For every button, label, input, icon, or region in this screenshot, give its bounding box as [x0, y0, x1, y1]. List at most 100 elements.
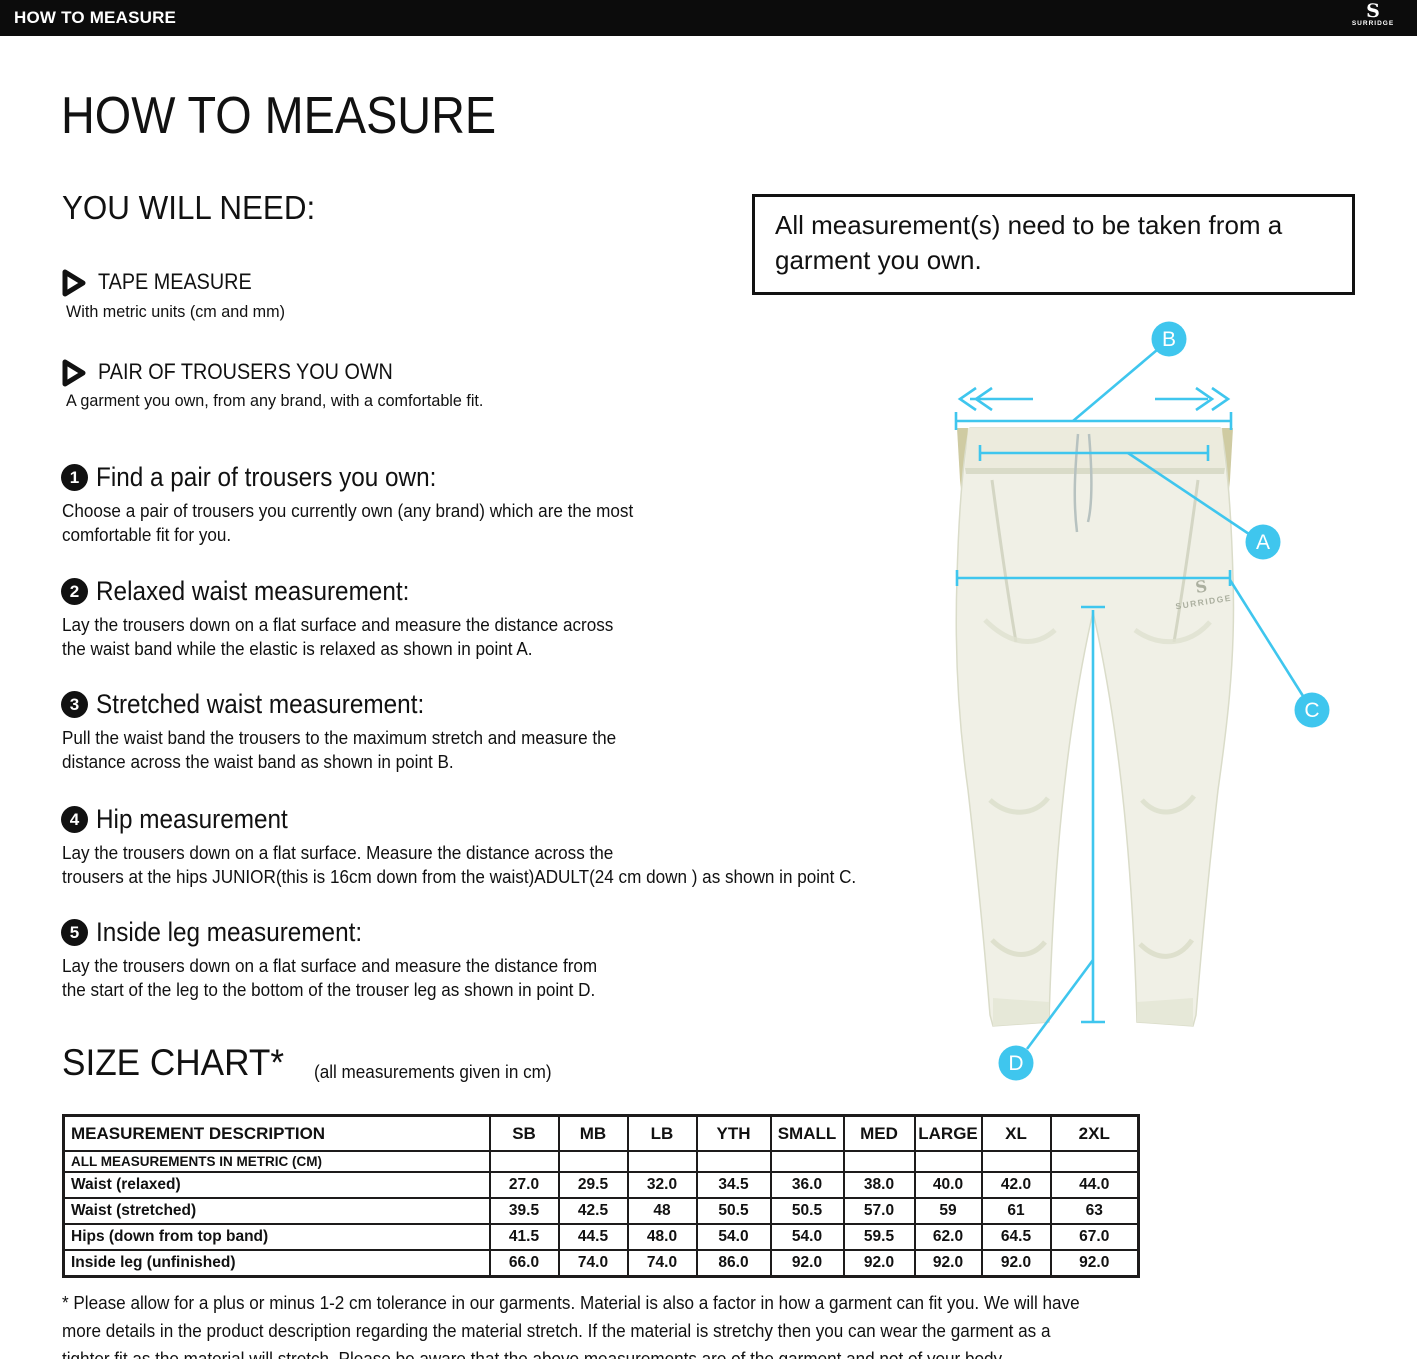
table-header-cell: SB: [488, 1114, 560, 1152]
table-header-cell: 2XL: [1049, 1114, 1140, 1152]
note-box: All measurement(s) need to be taken from…: [752, 194, 1355, 295]
step-5-number: 5: [61, 919, 88, 946]
table-cell: Hips (down from top band): [62, 1223, 491, 1251]
need-item-tape-measure-desc: With metric units (cm and mm): [66, 302, 285, 321]
need-item-tape-measure: TAPE MEASURE: [98, 269, 252, 294]
tolerance-footnote: * Please allow for a plus or minus 1-2 c…: [62, 1293, 1080, 1359]
point-A-badge: [1245, 524, 1281, 560]
svg-text:S: S: [1194, 576, 1208, 597]
table-cell: 61: [980, 1197, 1052, 1225]
leader-C: [1228, 579, 1305, 697]
step-3-number: 3: [61, 691, 88, 718]
table-cell: 36.0: [769, 1171, 845, 1199]
table-cell: 40.0: [913, 1171, 983, 1199]
table-cell: 38.0: [842, 1171, 916, 1199]
table-cell: 63: [1049, 1197, 1140, 1225]
leader-D: [1025, 959, 1095, 1050]
step-1-title: Find a pair of trousers you own:: [96, 462, 437, 492]
table-cell-empty: [557, 1150, 629, 1173]
table-cell: Inside leg (unfinished): [62, 1249, 491, 1278]
table-cell: 86.0: [695, 1249, 772, 1278]
table-cell: 92.0: [1049, 1249, 1140, 1278]
note-box-text: All measurement(s) need to be taken from…: [775, 210, 1283, 275]
table-cell: 50.5: [769, 1197, 845, 1225]
table-cell: 92.0: [980, 1249, 1052, 1278]
you-will-need-heading: YOU WILL NEED:: [62, 189, 316, 226]
table-header-cell: MEASUREMENT DESCRIPTION: [62, 1114, 491, 1152]
table-header-cell: SMALL: [769, 1114, 845, 1152]
table-cell: 54.0: [769, 1223, 845, 1251]
bullet-triangle-icon: [62, 269, 86, 297]
step-2-body: Lay the trousers down on a flat surface …: [62, 615, 614, 659]
svg-text:D: D: [1008, 1052, 1023, 1075]
step-3-body: Pull the waist band the trousers to the …: [62, 728, 617, 772]
table-cell: 44.0: [1049, 1171, 1140, 1199]
need-item-trousers-desc: A garment you own, from any brand, with …: [66, 391, 484, 410]
point-B-badge: [1151, 321, 1187, 357]
table-cell: 44.5: [557, 1223, 629, 1251]
header-title: HOW TO MEASURE: [14, 8, 177, 27]
table-cell: 50.5: [695, 1197, 772, 1225]
table-cell: 66.0: [488, 1249, 560, 1278]
table-cell: 92.0: [913, 1249, 983, 1278]
table-cell-empty: [913, 1150, 983, 1173]
table-header-cell: MB: [557, 1114, 629, 1152]
table-cell: 32.0: [626, 1171, 698, 1199]
table-cell: 92.0: [769, 1249, 845, 1278]
step-5-title: Inside leg measurement:: [96, 917, 363, 947]
table-cell: 29.5: [557, 1171, 629, 1199]
table-cell-empty: [488, 1150, 560, 1173]
leader-A: [1127, 451, 1250, 536]
table-cell-empty: [980, 1150, 1052, 1173]
table-cell-empty: [695, 1150, 772, 1173]
table-cell: 48: [626, 1197, 698, 1225]
trousers-image: S SURRIDGE: [955, 427, 1235, 1027]
table-row: Hips (down from top band) 41.5 44.5 48.0…: [62, 1223, 1140, 1251]
surridge-logo: S SURRIDGE: [1343, 2, 1403, 35]
step-1-number: 1: [61, 464, 88, 491]
measurement-point-labels: B A C D: [998, 321, 1330, 1081]
table-header-cell: MED: [842, 1114, 916, 1152]
table-cell: 64.5: [980, 1223, 1052, 1251]
surridge-s-icon: S: [1366, 0, 1380, 22]
table-row: Inside leg (unfinished) 66.0 74.0 74.0 8…: [62, 1249, 1140, 1278]
table-header-row: MEASUREMENT DESCRIPTION SB MB LB YTH SMA…: [62, 1114, 1140, 1152]
table-cell-empty: [1049, 1150, 1140, 1173]
size-chart-subheading: (all measurements given in cm): [314, 1062, 552, 1082]
table-cell: 74.0: [626, 1249, 698, 1278]
header-bar: HOW TO MEASURE S SURRIDGE: [0, 0, 1417, 36]
table-cell: Waist (relaxed): [62, 1171, 491, 1199]
table-cell: 41.5: [488, 1223, 560, 1251]
need-item-trousers: PAIR OF TROUSERS YOU OWN: [98, 359, 393, 384]
svg-text:A: A: [1256, 531, 1270, 554]
table-metric-row: ALL MEASUREMENTS IN METRIC (CM): [62, 1150, 1140, 1173]
point-D-badge: [998, 1045, 1034, 1081]
table-row: Waist (relaxed) 27.0 29.5 32.0 34.5 36.0…: [62, 1171, 1140, 1199]
surridge-wordmark: SURRIDGE: [1351, 20, 1395, 27]
step-5-body: Lay the trousers down on a flat surface …: [62, 956, 598, 1000]
size-chart-heading: SIZE CHART*: [62, 1042, 285, 1083]
step-4-body: Lay the trousers down on a flat surface.…: [62, 843, 857, 887]
table-cell: 42.5: [557, 1197, 629, 1225]
table-header-cell: LB: [626, 1114, 698, 1152]
table-header-cell: XL: [980, 1114, 1052, 1152]
step-4-number: 4: [61, 806, 88, 833]
table-cell: 59.5: [842, 1223, 916, 1251]
step-1-body: Choose a pair of trousers you currently …: [62, 501, 634, 545]
table-cell: 59: [913, 1197, 983, 1225]
trousers-measurement-diagram: S SURRIDGE B A: [954, 321, 1330, 1081]
svg-text:B: B: [1162, 328, 1176, 351]
step-4-title: Hip measurement: [96, 804, 288, 834]
size-chart-table: MEASUREMENT DESCRIPTION SB MB LB YTH SMA…: [62, 1114, 1140, 1278]
step-2-number: 2: [61, 578, 88, 605]
table-cell-empty: [842, 1150, 916, 1173]
table-cell: 42.0: [980, 1171, 1052, 1199]
point-C-badge: [1294, 692, 1330, 728]
table-header-cell: LARGE: [913, 1114, 983, 1152]
table-cell: 92.0: [842, 1249, 916, 1278]
bullet-triangle-icon: [62, 359, 86, 387]
step-2-title: Relaxed waist measurement:: [96, 576, 410, 606]
table-cell: 39.5: [488, 1197, 560, 1225]
table-cell: 48.0: [626, 1223, 698, 1251]
